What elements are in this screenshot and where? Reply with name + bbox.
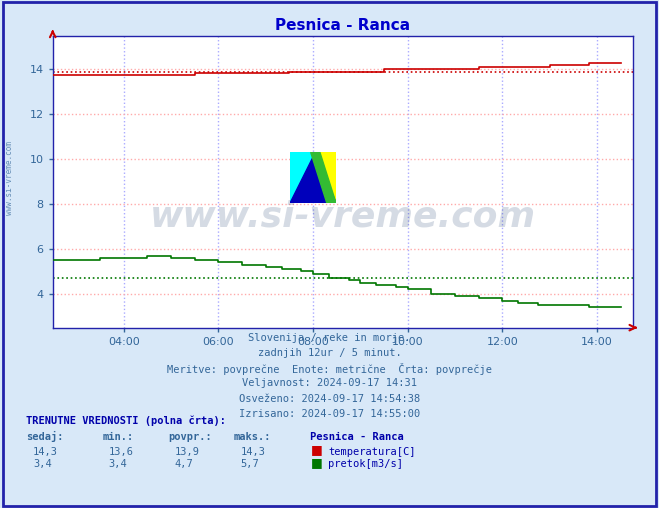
Text: sedaj:: sedaj: — [26, 431, 64, 442]
Text: 3,4: 3,4 — [109, 459, 127, 469]
Text: www.si-vreme.com: www.si-vreme.com — [5, 141, 14, 215]
Text: Osveženo: 2024-09-17 14:54:38: Osveženo: 2024-09-17 14:54:38 — [239, 394, 420, 404]
Text: 4,7: 4,7 — [175, 459, 193, 469]
Text: TRENUTNE VREDNOSTI (polna črta):: TRENUTNE VREDNOSTI (polna črta): — [26, 416, 226, 426]
Polygon shape — [290, 152, 336, 203]
Text: povpr.:: povpr.: — [168, 432, 212, 442]
Text: Veljavnost: 2024-09-17 14:31: Veljavnost: 2024-09-17 14:31 — [242, 378, 417, 389]
Text: 5,7: 5,7 — [241, 459, 259, 469]
Polygon shape — [290, 152, 316, 203]
Text: ■: ■ — [311, 443, 323, 456]
Title: Pesnica - Ranca: Pesnica - Ranca — [275, 18, 411, 33]
Text: 14,3: 14,3 — [33, 447, 58, 457]
Polygon shape — [311, 152, 336, 203]
Text: 13,9: 13,9 — [175, 447, 200, 457]
Text: Slovenija / reke in morje.: Slovenija / reke in morje. — [248, 333, 411, 343]
Text: 14,3: 14,3 — [241, 447, 266, 457]
Text: Izrisano: 2024-09-17 14:55:00: Izrisano: 2024-09-17 14:55:00 — [239, 409, 420, 419]
Text: ■: ■ — [311, 456, 323, 469]
Text: www.si-vreme.com: www.si-vreme.com — [150, 200, 536, 234]
Text: 13,6: 13,6 — [109, 447, 134, 457]
Text: Meritve: povprečne  Enote: metrične  Črta: povprečje: Meritve: povprečne Enote: metrične Črta:… — [167, 363, 492, 375]
Text: pretok[m3/s]: pretok[m3/s] — [328, 459, 403, 469]
Text: maks.:: maks.: — [234, 432, 272, 442]
Text: temperatura[C]: temperatura[C] — [328, 447, 416, 457]
Text: Pesnica - Ranca: Pesnica - Ranca — [310, 432, 403, 442]
Text: 3,4: 3,4 — [33, 459, 51, 469]
Text: zadnjih 12ur / 5 minut.: zadnjih 12ur / 5 minut. — [258, 348, 401, 358]
Text: min.:: min.: — [102, 432, 133, 442]
